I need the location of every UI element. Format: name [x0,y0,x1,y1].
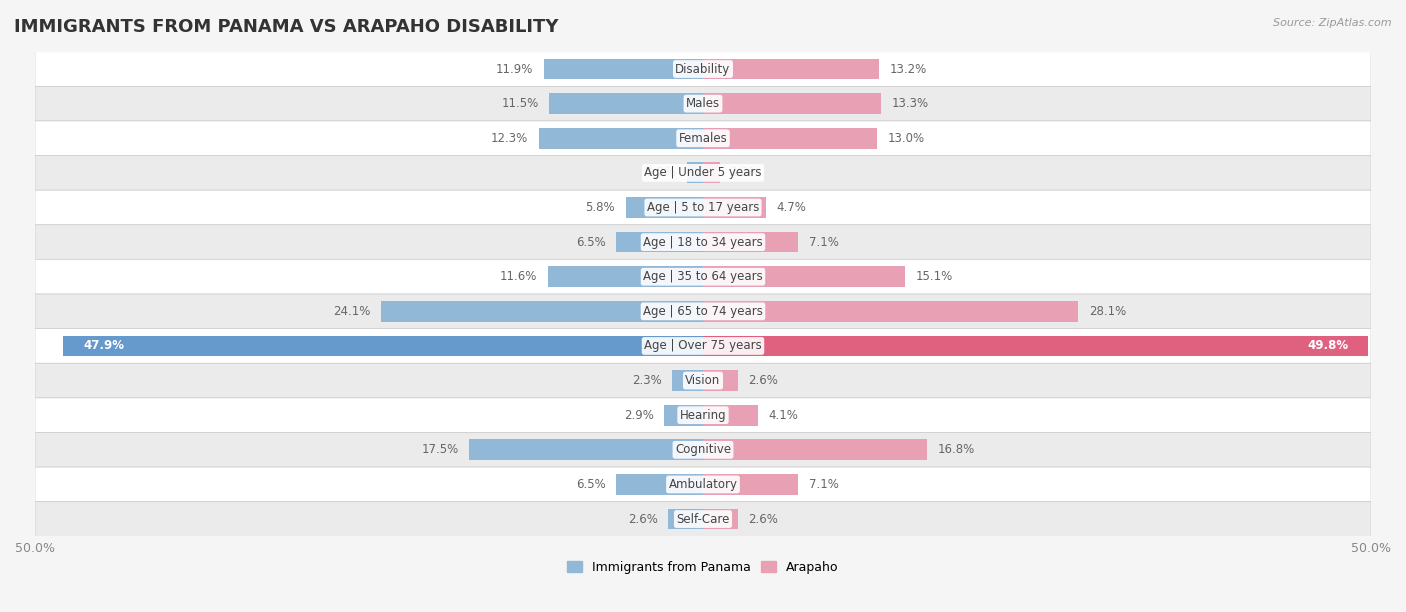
Bar [63,335,703,356]
Text: 5.8%: 5.8% [585,201,614,214]
Bar [548,266,703,287]
Text: 7.1%: 7.1% [808,236,838,248]
Text: 2.9%: 2.9% [624,409,654,422]
Text: 28.1%: 28.1% [1090,305,1126,318]
FancyBboxPatch shape [35,86,1371,121]
Bar [470,439,703,460]
Bar [703,93,880,114]
Text: 11.9%: 11.9% [496,62,533,75]
Bar [550,93,703,114]
Text: Males: Males [686,97,720,110]
Text: Females: Females [679,132,727,145]
Text: Age | Under 5 years: Age | Under 5 years [644,166,762,179]
Bar [703,509,738,529]
Text: 7.1%: 7.1% [808,478,838,491]
FancyBboxPatch shape [35,502,1371,536]
Bar [703,370,738,391]
FancyBboxPatch shape [35,433,1371,467]
Text: 47.9%: 47.9% [83,340,124,353]
FancyBboxPatch shape [35,259,1371,294]
Bar [688,163,703,183]
Text: 6.5%: 6.5% [575,236,606,248]
Text: 49.8%: 49.8% [1308,340,1348,353]
FancyBboxPatch shape [35,364,1371,398]
Text: Age | 5 to 17 years: Age | 5 to 17 years [647,201,759,214]
Text: Disability: Disability [675,62,731,75]
FancyBboxPatch shape [35,52,1371,86]
Bar [703,474,797,495]
FancyBboxPatch shape [35,155,1371,190]
Text: IMMIGRANTS FROM PANAMA VS ARAPAHO DISABILITY: IMMIGRANTS FROM PANAMA VS ARAPAHO DISABI… [14,18,558,36]
Text: Vision: Vision [685,374,721,387]
Text: 13.3%: 13.3% [891,97,928,110]
FancyBboxPatch shape [35,398,1371,433]
Text: 15.1%: 15.1% [915,271,953,283]
Bar [703,439,928,460]
Bar [703,405,758,425]
Text: Source: ZipAtlas.com: Source: ZipAtlas.com [1274,18,1392,28]
Bar [703,163,720,183]
Bar [626,197,703,218]
Legend: Immigrants from Panama, Arapaho: Immigrants from Panama, Arapaho [567,561,839,573]
FancyBboxPatch shape [35,294,1371,329]
Bar [381,301,703,322]
Text: 4.1%: 4.1% [769,409,799,422]
Bar [703,335,1368,356]
FancyBboxPatch shape [35,467,1371,502]
Bar [703,197,766,218]
Text: 24.1%: 24.1% [333,305,370,318]
Text: 1.2%: 1.2% [647,166,676,179]
Text: Cognitive: Cognitive [675,443,731,457]
Bar [616,232,703,253]
Bar [703,59,879,80]
Bar [703,232,797,253]
Text: 16.8%: 16.8% [938,443,976,457]
Bar [672,370,703,391]
Text: 11.5%: 11.5% [502,97,538,110]
Text: Age | 18 to 34 years: Age | 18 to 34 years [643,236,763,248]
Text: 12.3%: 12.3% [491,132,529,145]
Text: Age | 35 to 64 years: Age | 35 to 64 years [643,271,763,283]
FancyBboxPatch shape [35,121,1371,155]
Text: Ambulatory: Ambulatory [668,478,738,491]
Text: 2.6%: 2.6% [748,374,779,387]
Text: 13.2%: 13.2% [890,62,928,75]
FancyBboxPatch shape [35,190,1371,225]
Text: Age | Over 75 years: Age | Over 75 years [644,340,762,353]
Text: 4.7%: 4.7% [776,201,807,214]
Bar [616,474,703,495]
Text: 13.0%: 13.0% [887,132,925,145]
Bar [664,405,703,425]
Bar [544,59,703,80]
Bar [703,266,904,287]
Bar [668,509,703,529]
Bar [703,301,1078,322]
Text: 2.3%: 2.3% [631,374,662,387]
FancyBboxPatch shape [35,329,1371,364]
Text: 11.6%: 11.6% [501,271,537,283]
Text: 2.6%: 2.6% [627,512,658,526]
Text: Age | 65 to 74 years: Age | 65 to 74 years [643,305,763,318]
Text: Hearing: Hearing [679,409,727,422]
Text: Self-Care: Self-Care [676,512,730,526]
FancyBboxPatch shape [35,225,1371,259]
Text: 1.3%: 1.3% [731,166,761,179]
Text: 17.5%: 17.5% [422,443,458,457]
Bar [538,128,703,149]
Text: 6.5%: 6.5% [575,478,606,491]
Text: 2.6%: 2.6% [748,512,779,526]
Bar [703,128,877,149]
